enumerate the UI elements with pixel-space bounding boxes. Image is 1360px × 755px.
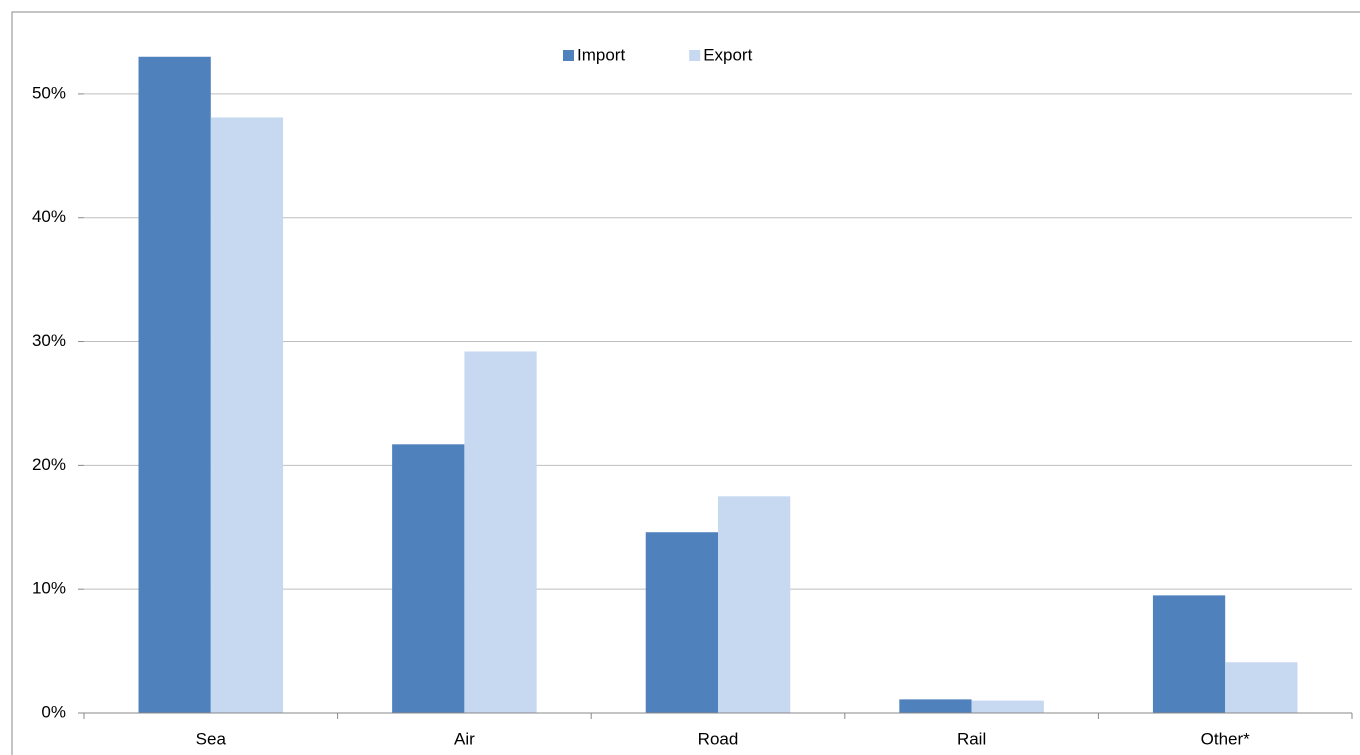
- bar: [464, 351, 537, 713]
- legend-swatch: [563, 50, 574, 61]
- legend-label: Import: [577, 45, 625, 64]
- y-tick-label: 30%: [32, 331, 66, 350]
- bar: [645, 532, 718, 713]
- bar: [392, 444, 465, 713]
- bar: [210, 117, 284, 713]
- x-tick-label: Other*: [1201, 729, 1251, 748]
- y-tick-label: 50%: [32, 83, 66, 102]
- bar: [138, 56, 211, 714]
- y-tick-label: 10%: [32, 579, 66, 598]
- bar: [718, 496, 791, 713]
- bar: [971, 700, 1044, 713]
- bar: [899, 699, 972, 713]
- y-tick-label: 20%: [32, 455, 66, 474]
- bar: [1152, 595, 1226, 713]
- legend-label: Export: [703, 45, 752, 64]
- x-tick-label: Air: [454, 729, 475, 748]
- legend-swatch: [689, 50, 701, 61]
- y-tick-label: 0%: [41, 702, 66, 721]
- bar: [1225, 662, 1298, 713]
- chart-frame: [11, 11, 1360, 755]
- y-tick-label: 40%: [32, 207, 66, 226]
- x-tick-label: Rail: [957, 729, 986, 748]
- x-tick-label: Road: [698, 729, 739, 748]
- x-tick-label: Sea: [196, 729, 227, 748]
